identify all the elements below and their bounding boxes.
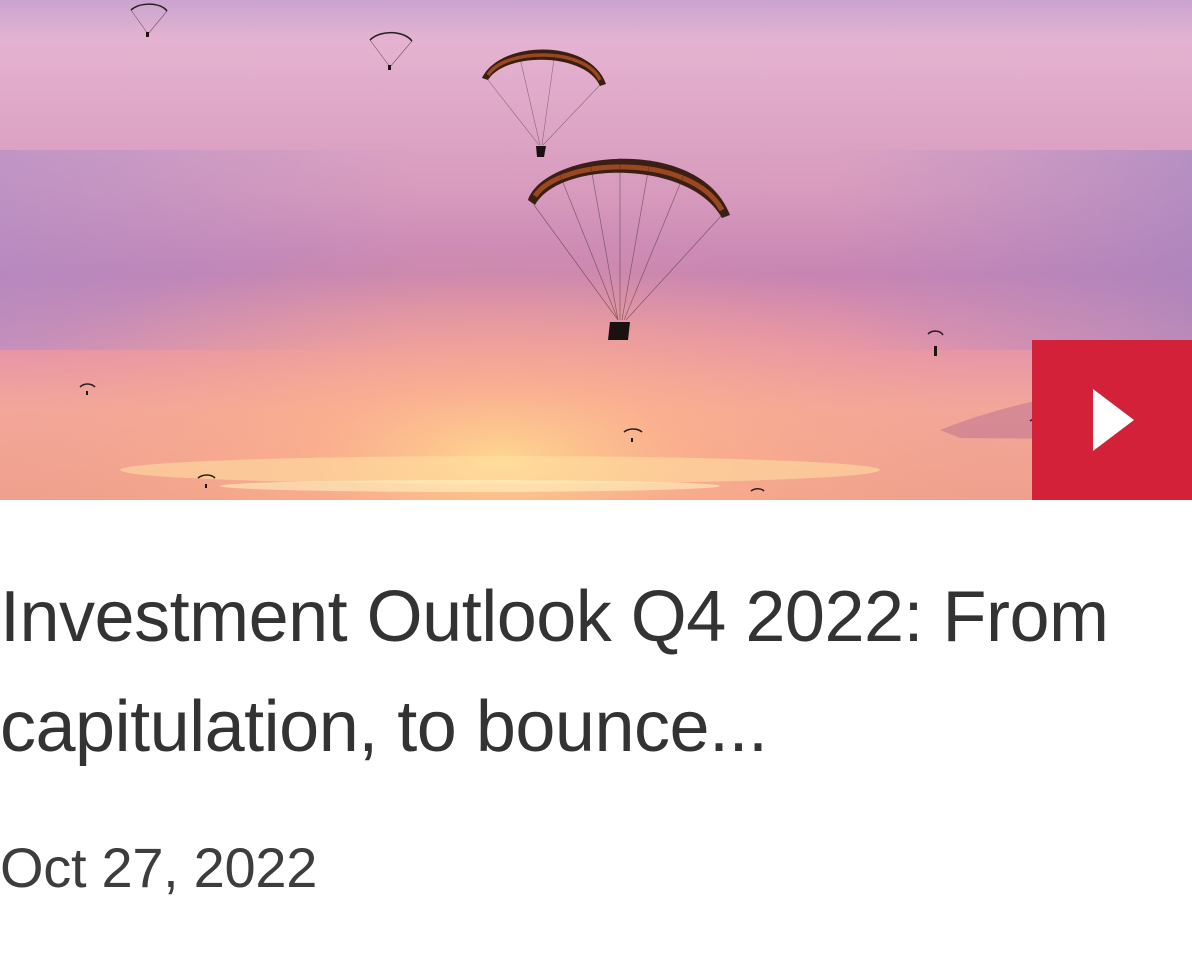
article-date: Oct 27, 2022 <box>0 836 318 899</box>
play-icon <box>1092 389 1134 451</box>
article-title: Investment Outlook Q4 2022: From capitul… <box>0 562 1180 782</box>
hero-image[interactable] <box>0 0 1192 500</box>
play-button[interactable] <box>1032 340 1192 500</box>
article-title-link[interactable]: Investment Outlook Q4 2022: From capitul… <box>0 577 1109 767</box>
